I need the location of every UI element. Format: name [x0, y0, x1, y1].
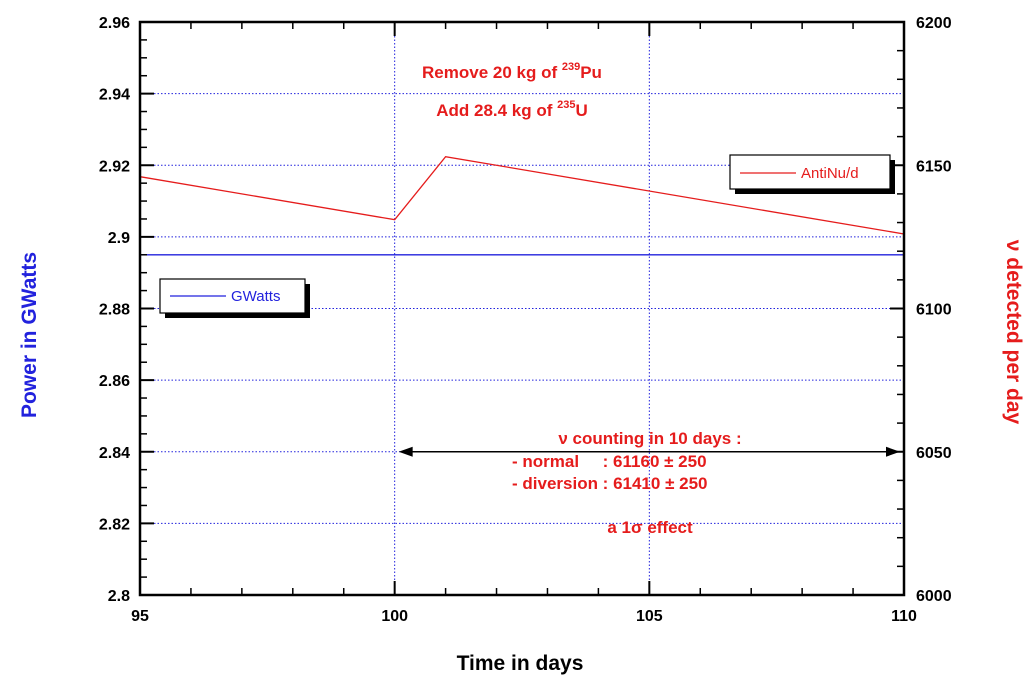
effect-annotation: a 1σ effect: [607, 518, 693, 537]
y-right-tick-label: 6200: [916, 15, 952, 32]
y-left-tick-label: 2.82: [99, 516, 130, 533]
legend-gwatts: GWatts: [159, 278, 310, 318]
counting-annotation: ν counting in 10 days :: [558, 429, 741, 448]
series-line-antinu-d: [139, 155, 905, 235]
y-left-tick-label: 2.96: [99, 15, 130, 32]
arrow-head-left: [398, 446, 413, 457]
y-right-tick-label: 6100: [916, 302, 952, 319]
x-tick-label: 105: [636, 608, 663, 625]
y-left-tick-label: 2.94: [99, 87, 130, 104]
y-left-tick-label: 2.86: [99, 373, 130, 390]
y-right-tick-label: 6150: [916, 158, 952, 175]
x-tick-label: 100: [381, 608, 408, 625]
diversion-annotation: - diversion : 61410 ± 250: [512, 474, 707, 493]
add-annotation: Add 28.4 kg of 235U: [436, 99, 588, 120]
y-left-tick-label: 2.8: [108, 588, 130, 605]
y-left-tick-label: 2.92: [99, 158, 130, 175]
remove-annotation: Remove 20 kg of 239Pu: [422, 61, 602, 82]
x-axis-title: Time in days: [457, 652, 584, 675]
y-left-tick-label: 2.9: [108, 230, 130, 247]
legend-antinu-label: AntiNu/d: [801, 165, 859, 182]
normal-annotation: - normal : 61160 ± 250: [512, 452, 707, 471]
arrow-head-right: [886, 446, 900, 457]
tick-labels: 95 100 105 110 2.8 2.82 2.84 2.86 2.88 2.9 2.92 2.9…: [99, 15, 952, 625]
right-axis-title: ν detected per day: [1002, 240, 1025, 425]
left-axis-title: Power in GWatts: [18, 252, 41, 418]
axis-ticks: [139, 21, 905, 596]
y-right-tick-label: 6000: [916, 588, 952, 605]
y-left-tick-label: 2.84: [99, 445, 130, 462]
counting-range-arrow: [398, 446, 900, 457]
legend-antinu: AntiNu/d: [729, 154, 895, 194]
y-left-tick-label: 2.88: [99, 302, 130, 319]
x-tick-label: 110: [891, 608, 917, 625]
legend-gwatts-label: GWatts: [231, 288, 280, 305]
x-tick-label: 95: [131, 608, 149, 625]
series-lines: [139, 155, 905, 256]
y-right-tick-label: 6050: [916, 445, 952, 462]
